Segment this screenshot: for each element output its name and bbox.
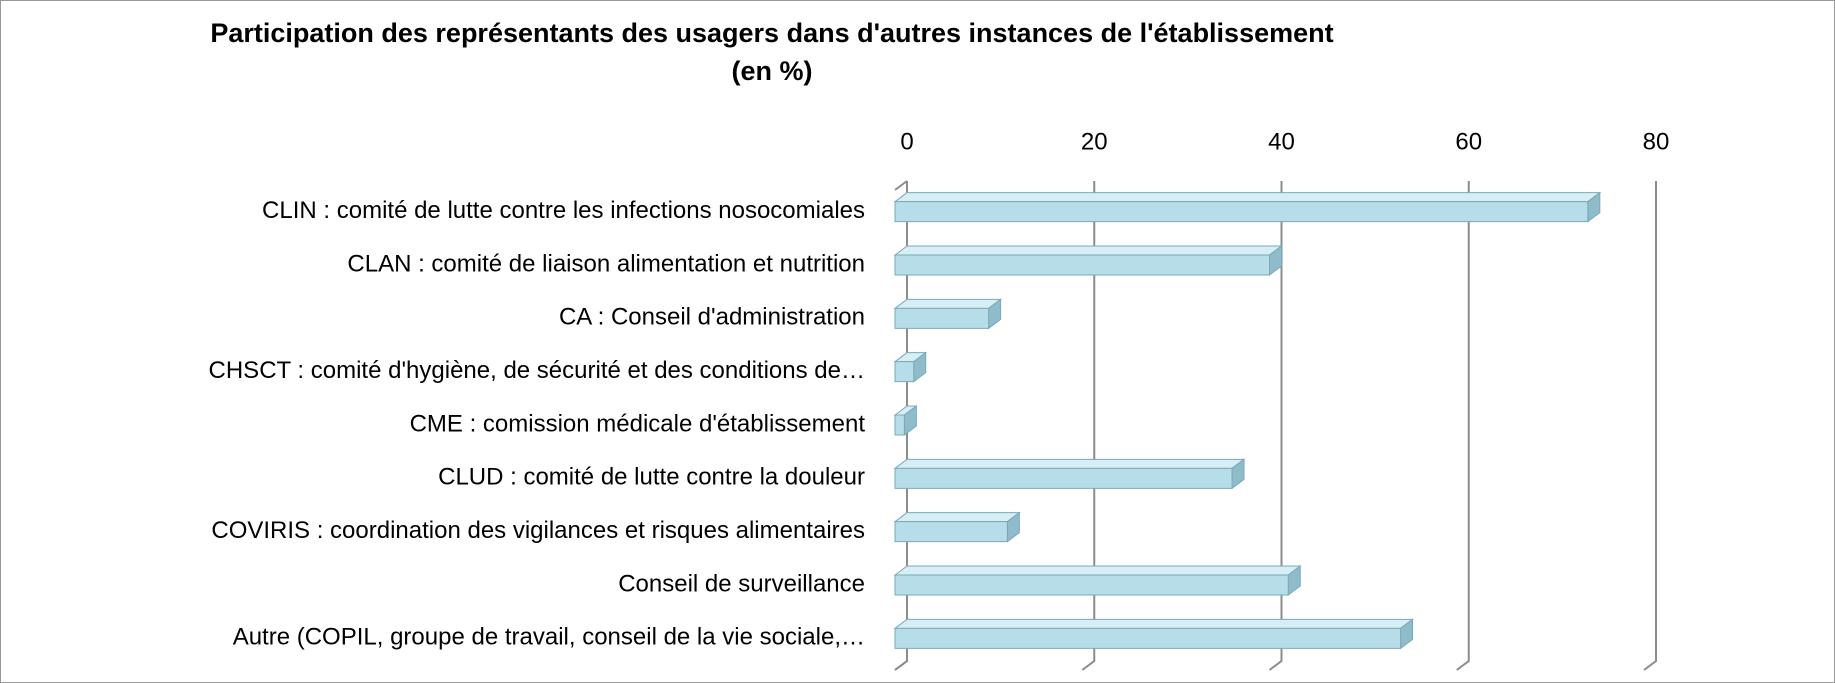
bar — [893, 298, 1003, 330]
bar — [893, 511, 1021, 543]
axis-line — [894, 180, 908, 671]
bar — [893, 565, 1302, 596]
grid-line — [1456, 181, 1470, 671]
y-tick-label: CA : Conseil d'administration — [559, 304, 865, 331]
chart-title: Participation des représentants des usag… — [210, 18, 1333, 48]
bar — [893, 351, 928, 383]
x-tick-label: 0 — [900, 128, 913, 155]
y-tick-label: CLAN : comité de liaison alimentation et… — [347, 250, 865, 277]
y-tick-label: COVIRIS : coordination des vigilances et… — [211, 517, 865, 544]
x-tick-label: 60 — [1455, 128, 1482, 155]
y-tick-label: Autre (COPIL, groupe de travail, conseil… — [233, 624, 865, 651]
x-tick-label: 40 — [1268, 128, 1295, 155]
x-tick-label: 80 — [1643, 128, 1670, 155]
grid-line — [1643, 181, 1657, 671]
bar — [893, 618, 1415, 650]
bar — [893, 191, 1602, 223]
bar — [893, 245, 1283, 276]
y-tick-label: CHSCT : comité d'hygiène, de sécurité et… — [209, 357, 865, 384]
x-tick-label: 20 — [1081, 128, 1108, 155]
y-tick-label: CLIN : comité de lutte contre les infect… — [262, 197, 865, 224]
y-tick-label: Conseil de surveillance — [618, 570, 865, 597]
y-tick-label: CME : comission médicale d'établissement — [410, 410, 866, 437]
y-tick-label: CLUD : comité de lutte contre la douleur — [438, 464, 865, 491]
grid-line — [1268, 181, 1283, 671]
bar — [893, 458, 1246, 490]
chart-subtitle: (en %) — [732, 56, 813, 86]
bar — [893, 405, 918, 436]
grid-line — [1081, 181, 1096, 671]
